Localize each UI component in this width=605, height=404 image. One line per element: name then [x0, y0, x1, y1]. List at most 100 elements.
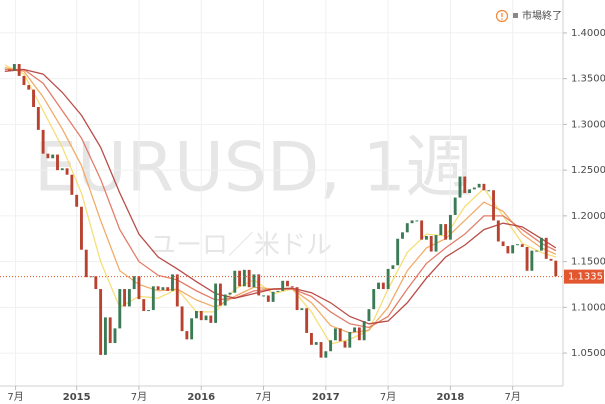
last-price-label: 1.13357 — [568, 272, 605, 283]
candle-body — [171, 274, 174, 291]
candle-body — [161, 287, 165, 290]
candle-body — [252, 274, 256, 288]
candle-body — [175, 274, 179, 307]
candle-body — [65, 168, 69, 175]
moving-average — [4, 64, 557, 345]
candle-body — [204, 315, 208, 321]
candle-body — [391, 265, 395, 269]
y-tick-label: 1.25000 — [571, 165, 605, 176]
candle-body — [420, 220, 424, 240]
candle-body — [310, 332, 313, 345]
candle-body — [27, 85, 31, 90]
candle-body — [525, 246, 529, 271]
candle-body — [286, 280, 289, 287]
candle-body — [103, 317, 107, 355]
candle-body — [151, 286, 155, 311]
candle-body — [453, 197, 457, 215]
candle-body — [199, 310, 203, 321]
candle-body — [554, 260, 558, 277]
candle-body — [262, 295, 265, 297]
candle-body — [290, 286, 294, 288]
candle-body — [362, 321, 366, 341]
candle-body — [214, 283, 218, 323]
candle-body — [415, 220, 419, 222]
x-tick-label: 7月 — [255, 391, 271, 403]
candle-body — [448, 214, 452, 240]
y-tick-label: 1.10000 — [571, 302, 605, 313]
candle-body — [89, 276, 93, 278]
candle-body — [540, 237, 543, 251]
candle-body — [108, 317, 112, 344]
status-indicator: 市場終了 — [495, 9, 562, 23]
candle-body — [190, 318, 194, 340]
candle-body — [348, 332, 352, 348]
y-tick-label: 1.05000 — [571, 348, 605, 359]
candle-body — [353, 327, 357, 333]
candle-body — [257, 274, 261, 296]
x-tick-label: 2016 — [187, 392, 215, 403]
status-icon — [495, 9, 509, 23]
candle-body — [247, 269, 251, 288]
candle-body — [300, 308, 304, 311]
candle-body — [372, 289, 376, 310]
candle-body — [511, 245, 515, 254]
candle-body — [32, 89, 35, 108]
candle-body — [506, 246, 510, 254]
x-tick-label: 2018 — [436, 392, 464, 403]
candle-body — [75, 194, 79, 207]
candle-body — [410, 220, 414, 224]
candle-body — [425, 235, 428, 240]
candle-body — [233, 270, 237, 293]
candle-body — [17, 64, 21, 76]
candle-body — [209, 315, 213, 323]
candle-body — [516, 244, 519, 246]
candle-body — [123, 289, 127, 307]
candle-body — [305, 308, 309, 333]
watermark-subtitle: ユーロ／米ドル — [150, 231, 332, 261]
candle-body — [338, 328, 342, 342]
candle-body — [185, 331, 189, 340]
plot-area — [0, 0, 563, 386]
candle-body — [501, 241, 505, 247]
candle-body — [482, 183, 486, 191]
candle-body — [472, 187, 476, 190]
candle-body — [487, 190, 491, 192]
candle-body — [496, 220, 500, 242]
candle-body — [56, 154, 59, 171]
candle-body — [80, 206, 83, 250]
candle-body — [329, 340, 333, 352]
candle-body — [295, 287, 299, 311]
candle-body — [46, 153, 50, 159]
x-tick-label: 2017 — [312, 392, 340, 403]
candle-body — [132, 276, 136, 290]
candle-body — [22, 75, 26, 86]
x-tick-label: 2015 — [63, 392, 91, 403]
candle-body — [434, 235, 438, 252]
candle-body — [51, 154, 55, 159]
candle-body — [228, 292, 232, 295]
candle-body — [367, 309, 371, 322]
candle-body — [377, 282, 380, 290]
candle-body — [549, 258, 553, 261]
candle-body — [381, 282, 385, 290]
candle-body — [386, 268, 390, 290]
candle-body — [343, 341, 347, 348]
candle-body — [147, 310, 150, 312]
x-tick-label: 7月 — [7, 391, 23, 403]
candle-body — [166, 287, 170, 291]
y-tick-label: 1.15000 — [571, 257, 605, 268]
candle-body — [84, 249, 88, 278]
candle-body — [142, 299, 146, 311]
x-tick-label: 7月 — [505, 391, 521, 403]
candle-body — [195, 310, 198, 319]
candle-body — [223, 294, 227, 306]
candle-body — [242, 269, 246, 287]
y-tick-label: 1.40000 — [571, 28, 605, 39]
candle-body — [276, 290, 280, 292]
candle-body — [314, 342, 318, 345]
candle-body — [218, 283, 222, 306]
candle-body — [324, 351, 328, 358]
candle-body — [333, 328, 337, 341]
candle-body — [439, 224, 443, 236]
